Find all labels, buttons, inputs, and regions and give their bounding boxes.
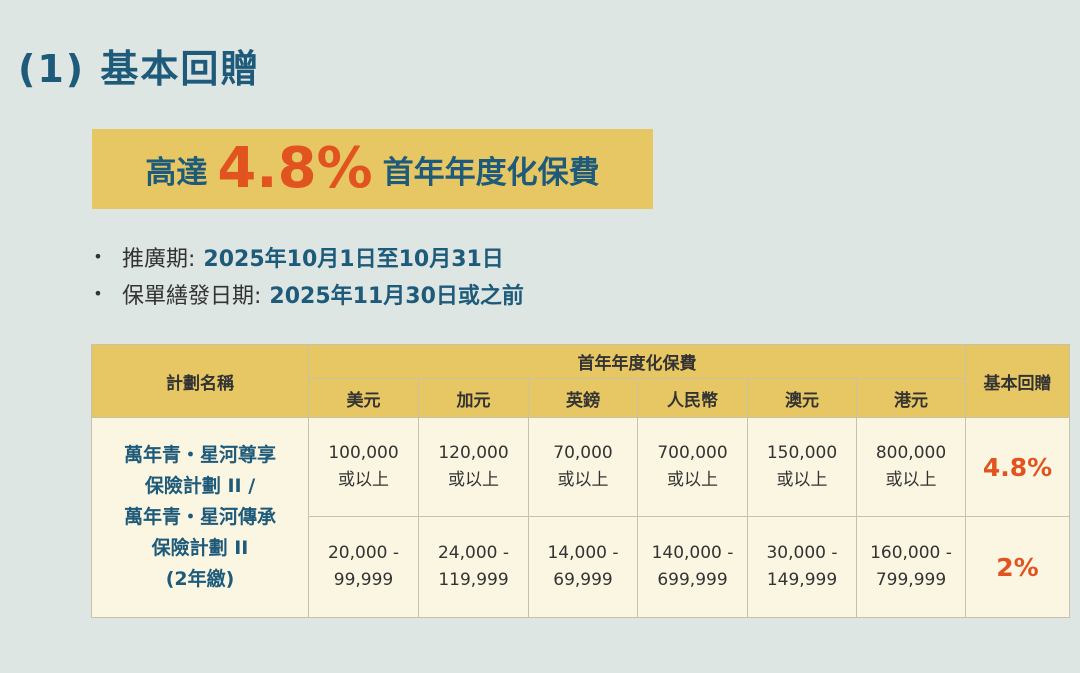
bullet-dot-icon: • — [93, 247, 103, 266]
plan-name-line: 萬年青・星河尊享 — [123, 444, 276, 466]
highlight-banner: 高達 4.8% 首年年度化保費 — [92, 129, 653, 209]
amount-line: 140,000 - — [651, 543, 734, 563]
amount-cell: 24,000 - 119,999 — [418, 516, 529, 618]
amount-line: 或以上 — [667, 470, 718, 490]
amount-cell: 140,000 - 699,999 — [637, 516, 748, 618]
amount-line: 或以上 — [557, 470, 609, 490]
plan-name-line: 萬年青・星河傳承 — [123, 506, 276, 528]
header-currency-cad: 加元 — [418, 378, 529, 418]
amount-cell: 70,000 或以上 — [528, 417, 638, 517]
amount-line: 30,000 - — [766, 543, 838, 563]
banner-percent: 4.8% — [217, 136, 373, 201]
header-currency-hkd: 港元 — [856, 378, 966, 418]
amount-line: 700,000 — [657, 443, 728, 463]
amount-line: 或以上 — [776, 470, 828, 490]
amount-line: 799,999 — [875, 570, 947, 590]
bullet-label: 推廣期: — [122, 246, 196, 272]
amount-line: 699,999 — [657, 570, 728, 590]
amount-line: 150,000 — [766, 443, 838, 463]
amount-line: 14,000 - — [547, 543, 619, 563]
banner-suffix: 首年年度化保費 — [382, 154, 600, 191]
section-title: (1) 基本回贈 — [18, 47, 261, 91]
banner-prefix: 高達 — [145, 154, 208, 191]
amount-line: 800,000 — [875, 443, 947, 463]
amount-cell: 800,000 或以上 — [856, 417, 966, 517]
header-currency-gbp: 英鎊 — [528, 378, 638, 418]
amount-cell: 14,000 - 69,999 — [528, 516, 638, 618]
amount-cell: 700,000 或以上 — [637, 417, 748, 517]
amount-line: 20,000 - — [327, 543, 400, 563]
amount-line: 24,000 - — [437, 543, 510, 563]
amount-cell: 160,000 - 799,999 — [856, 516, 966, 618]
bullet-value: 2025年10月1日至10月31日 — [203, 246, 504, 272]
amount-line: 120,000 — [438, 443, 509, 463]
amount-line: 100,000 — [328, 443, 399, 463]
amount-line: 149,999 — [766, 570, 838, 590]
amount-cell: 20,000 - 99,999 — [308, 516, 419, 618]
bullet-label: 保單繕發日期: — [122, 283, 262, 309]
amount-cell: 150,000 或以上 — [747, 417, 857, 517]
amount-line: 70,000 — [553, 443, 613, 463]
amount-line: 160,000 - — [870, 543, 952, 563]
plan-name-line: (2年繳) — [165, 568, 235, 590]
plan-name-line: 保險計劃 II / — [144, 475, 256, 497]
amount-line: 99,999 — [333, 570, 394, 590]
header-currency-rmb: 人民幣 — [637, 378, 748, 418]
amount-line: 或以上 — [448, 470, 499, 490]
amount-cell: 30,000 - 149,999 — [747, 516, 857, 618]
rebate-value: 2% — [965, 516, 1070, 618]
rebate-value: 4.8% — [965, 417, 1070, 517]
header-currency-aud: 澳元 — [747, 378, 857, 418]
amount-cell: 100,000 或以上 — [308, 417, 419, 517]
amount-line: 或以上 — [885, 470, 937, 490]
amount-line: 119,999 — [438, 570, 509, 590]
header-premium: 首年年度化保費 — [308, 344, 966, 379]
table-row: 萬年青・星河尊享 保險計劃 II / 萬年青・星河傳承 保險計劃 II (2年繳… — [91, 417, 1070, 618]
amount-cell: 120,000 或以上 — [418, 417, 529, 517]
rebate-table: 計劃名稱 首年年度化保費 基本回贈 美元 加元 英鎊 人民幣 澳元 港元 萬年青… — [91, 344, 1070, 618]
amount-line: 69,999 — [553, 570, 613, 590]
bullet-value: 2025年11月30日或之前 — [269, 283, 524, 309]
header-currency-usd: 美元 — [308, 378, 419, 418]
bullet-issue-date: • 保單繕發日期: 2025年11月30日或之前 — [88, 275, 524, 312]
bullet-dot-icon: • — [93, 284, 103, 303]
plan-name-line: 保險計劃 II — [151, 537, 249, 559]
amount-line: 或以上 — [338, 470, 389, 490]
table-row: 20,000 - 99,999 24,000 - 119,999 14,000 - 6… — [92, 516, 1070, 618]
bullet-promo-period: • 推廣期: 2025年10月1日至10月31日 — [88, 238, 524, 275]
bullet-list: • 推廣期: 2025年10月1日至10月31日 • 保單繕發日期: 2025年… — [88, 238, 524, 312]
header-plan-name: 計劃名稱 — [91, 344, 309, 418]
header-rebate: 基本回贈 — [965, 344, 1070, 418]
plan-name-cell: 萬年青・星河尊享 保險計劃 II / 萬年青・星河傳承 保險計劃 II (2年繳… — [91, 417, 309, 618]
